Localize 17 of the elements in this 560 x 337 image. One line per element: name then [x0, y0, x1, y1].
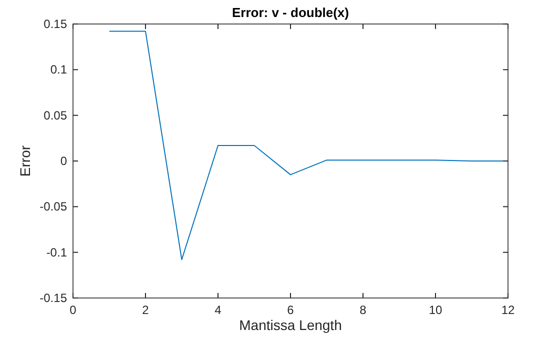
- y-tick-label: 0: [60, 154, 68, 168]
- y-tick-label: 0.15: [44, 17, 68, 31]
- x-tick-label: 12: [501, 303, 515, 317]
- x-tick-label: 10: [428, 303, 442, 317]
- y-tick-label: -0.15: [40, 291, 68, 305]
- x-tick-label: 2: [142, 303, 150, 317]
- x-tick-label: 4: [214, 303, 222, 317]
- y-tick-label: 0.05: [44, 108, 68, 122]
- y-axis-title: Error: [17, 145, 33, 177]
- y-tick-label: -0.05: [40, 200, 68, 214]
- x-tick-label: 8: [360, 303, 367, 317]
- x-tick-label: 0: [70, 303, 77, 317]
- x-axis-title: Mantissa Length: [239, 317, 342, 333]
- y-tick-label: -0.1: [46, 245, 68, 260]
- y-tick-label: 0.1: [50, 62, 68, 77]
- chart-title: Error: v - double(x): [232, 5, 350, 20]
- x-tick-label: 6: [287, 303, 294, 317]
